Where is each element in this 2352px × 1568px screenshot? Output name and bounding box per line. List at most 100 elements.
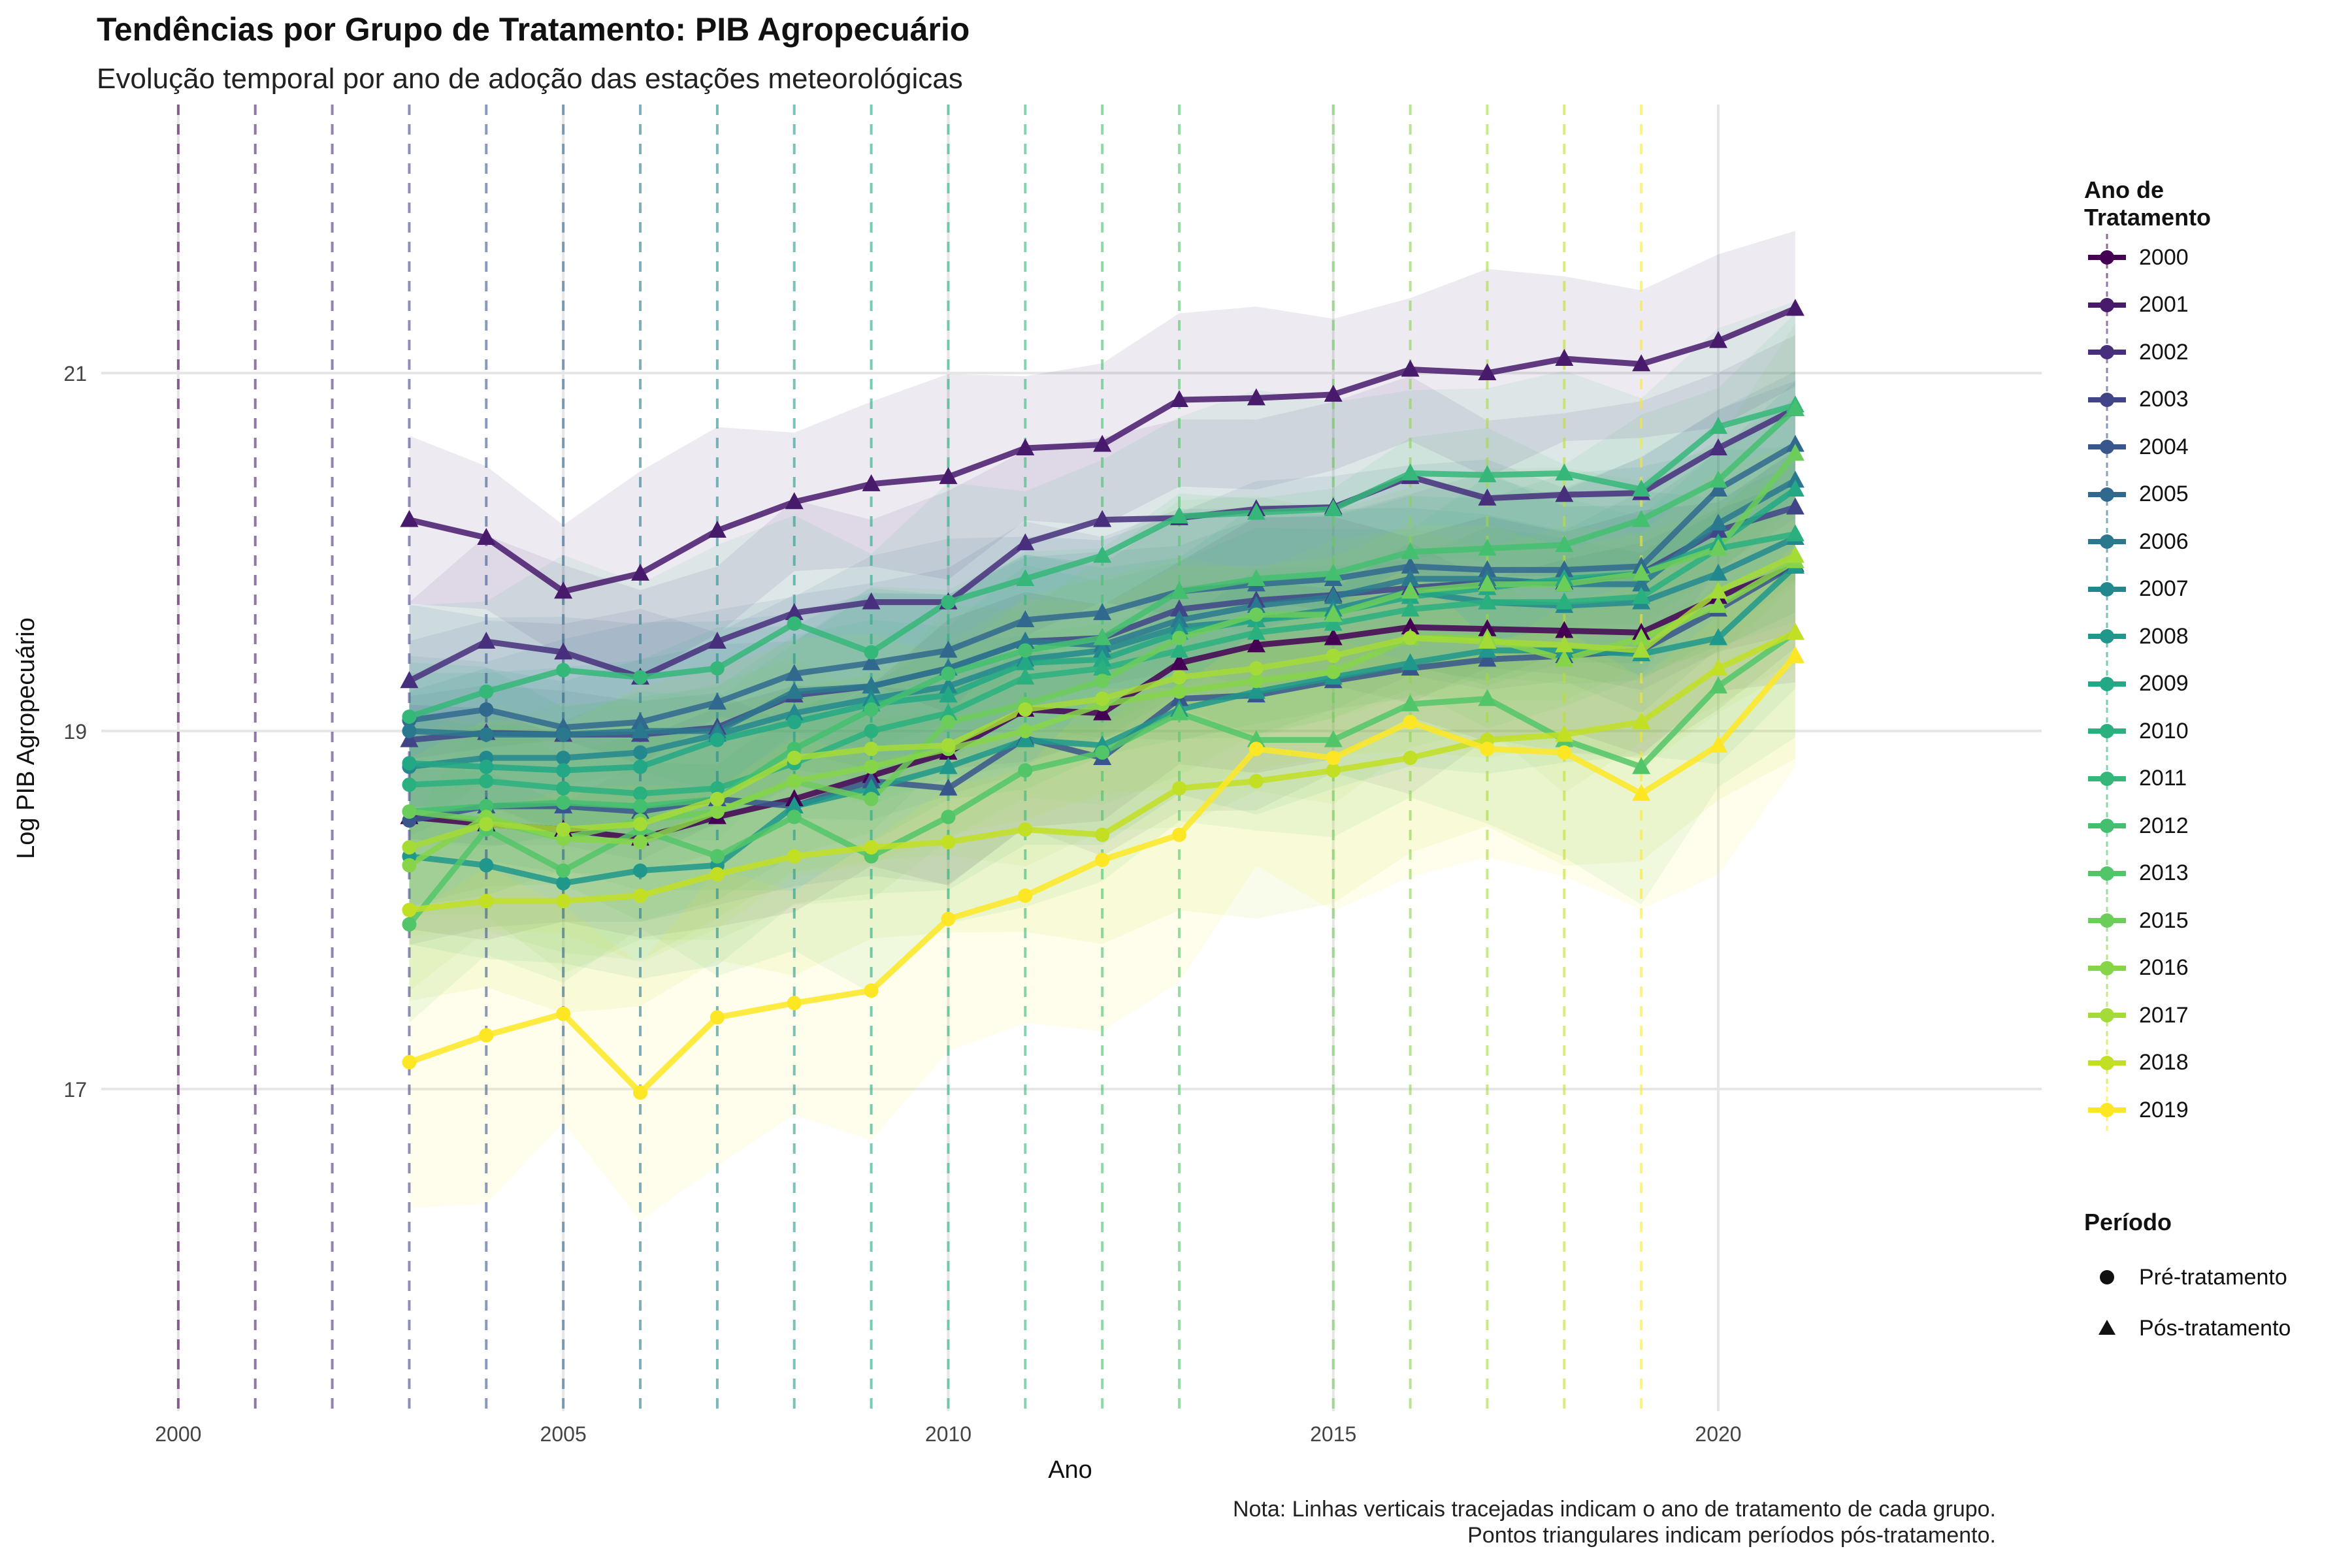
pre-treatment-point <box>710 781 725 796</box>
post-treatment-point <box>1478 488 1497 506</box>
post-treatment-point <box>939 676 958 694</box>
pre-treatment-point <box>710 792 725 807</box>
pre-treatment-point <box>1326 763 1341 778</box>
pre-treatment-point <box>402 840 417 855</box>
post-treatment-point <box>1170 506 1188 524</box>
post-treatment-point <box>1555 463 1574 481</box>
pre-treatment-point <box>1172 684 1186 699</box>
circle-shape-icon <box>2100 1270 2114 1284</box>
pre-treatment-point <box>710 661 725 676</box>
legend-key-icon <box>2088 849 2126 897</box>
post-treatment-point <box>1478 560 1497 578</box>
post-treatment-point <box>708 693 727 710</box>
pre-treatment-point <box>1403 630 1418 645</box>
post-treatment-point <box>1786 497 1805 515</box>
period-item-pre: Pré-tratamento <box>2084 1252 2291 1303</box>
post-treatment-point <box>1632 563 1651 581</box>
legend-label: 2002 <box>2139 339 2189 365</box>
post-treatment-point <box>1093 628 1112 645</box>
post-treatment-point <box>1555 574 1574 592</box>
legend-key-icon <box>2088 708 2126 755</box>
pre-treatment-point <box>710 804 725 819</box>
legend-item-2018: 2018 <box>2084 1039 2267 1087</box>
legend-key-icon <box>2088 470 2126 518</box>
post-treatment-point <box>1786 399 1805 416</box>
pre-treatment-point <box>479 798 494 813</box>
legend-label: 2004 <box>2139 434 2189 459</box>
legend-label: 2016 <box>2139 955 2189 981</box>
post-treatment-point <box>1555 635 1574 653</box>
post-treatment-point <box>1401 359 1420 377</box>
post-treatment-point <box>1093 603 1112 621</box>
legend-item-2001: 2001 <box>2084 281 2267 329</box>
legend-label: 2017 <box>2139 1002 2189 1028</box>
post-treatment-point <box>1632 783 1651 801</box>
post-treatment-point <box>939 757 958 774</box>
pre-treatment-point <box>787 774 802 789</box>
pre-treatment-point <box>864 840 879 855</box>
legend-label: 2005 <box>2139 482 2189 507</box>
pre-treatment-point <box>787 715 802 730</box>
post-treatment-point <box>1401 694 1420 711</box>
post-treatment-point <box>1709 659 1727 676</box>
legend-label: 2006 <box>2139 529 2189 554</box>
post-treatment-point <box>1709 331 1727 348</box>
pre-treatment-point <box>556 751 571 765</box>
pre-treatment-point <box>479 774 494 789</box>
post-treatment-point <box>1324 628 1343 645</box>
pre-treatment-point <box>941 738 956 753</box>
post-treatment-point <box>1170 390 1188 408</box>
legend-label: 2000 <box>2139 244 2189 270</box>
x-tick-label: 2015 <box>1310 1422 1356 1446</box>
pre-treatment-point <box>1326 664 1341 679</box>
pre-treatment-point <box>633 817 647 832</box>
pre-treatment-point <box>1326 751 1341 765</box>
post-treatment-point <box>1093 703 1112 721</box>
pre-treatment-point <box>633 834 647 849</box>
post-treatment-point <box>1324 587 1343 604</box>
legend-point <box>2100 581 2114 596</box>
pre-treatment-point <box>864 723 879 738</box>
post-treatment-point <box>862 653 881 670</box>
post-treatment-point <box>1093 640 1112 658</box>
post-treatment-point <box>1247 635 1266 653</box>
post-treatment-point <box>1786 434 1805 452</box>
post-treatment-point <box>1786 623 1805 640</box>
post-treatment-point <box>1324 499 1343 517</box>
pre-treatment-point <box>633 786 647 801</box>
post-treatment-point <box>708 631 727 649</box>
post-treatment-point <box>1170 703 1188 721</box>
legend-key-icon <box>2088 613 2126 660</box>
legend-key-icon <box>2088 1039 2126 1086</box>
legend-label: 2015 <box>2139 907 2189 933</box>
pre-treatment-point <box>402 917 417 932</box>
legend-item-2002: 2002 <box>2084 329 2267 376</box>
post-treatment-point <box>1709 596 1727 613</box>
legend-key-icon <box>2088 329 2126 376</box>
pre-treatment-point <box>402 777 417 792</box>
pre-treatment-point <box>479 759 494 774</box>
post-treatment-point <box>1786 524 1805 542</box>
post-treatment-point <box>554 581 573 599</box>
legend-label: 2003 <box>2139 387 2189 412</box>
post-treatment-point <box>785 492 804 510</box>
post-treatment-point <box>785 603 804 621</box>
post-treatment-point <box>1016 438 1035 456</box>
pre-treatment-point <box>1018 763 1033 778</box>
post-treatment-point <box>1555 649 1574 667</box>
legend-key-icon <box>2088 897 2126 944</box>
post-treatment-point <box>939 685 958 703</box>
legend-key-icon <box>2088 1086 2126 1134</box>
period-label-post: Pós-tratamento <box>2139 1315 2291 1341</box>
pre-treatment-point <box>402 804 417 819</box>
post-treatment-point <box>1247 730 1266 747</box>
post-treatment-point <box>1786 444 1805 461</box>
pre-treatment-point <box>941 595 956 610</box>
pre-treatment-point <box>710 1010 725 1025</box>
period-legend: Período Pré-tratamento Pós-tratamento <box>2084 1209 2291 1354</box>
post-treatment-point <box>1709 735 1727 753</box>
post-treatment-point <box>1247 388 1266 406</box>
pre-treatment-point <box>1018 723 1033 738</box>
legend-label: 2001 <box>2139 292 2189 318</box>
post-treatment-point <box>1401 581 1420 599</box>
